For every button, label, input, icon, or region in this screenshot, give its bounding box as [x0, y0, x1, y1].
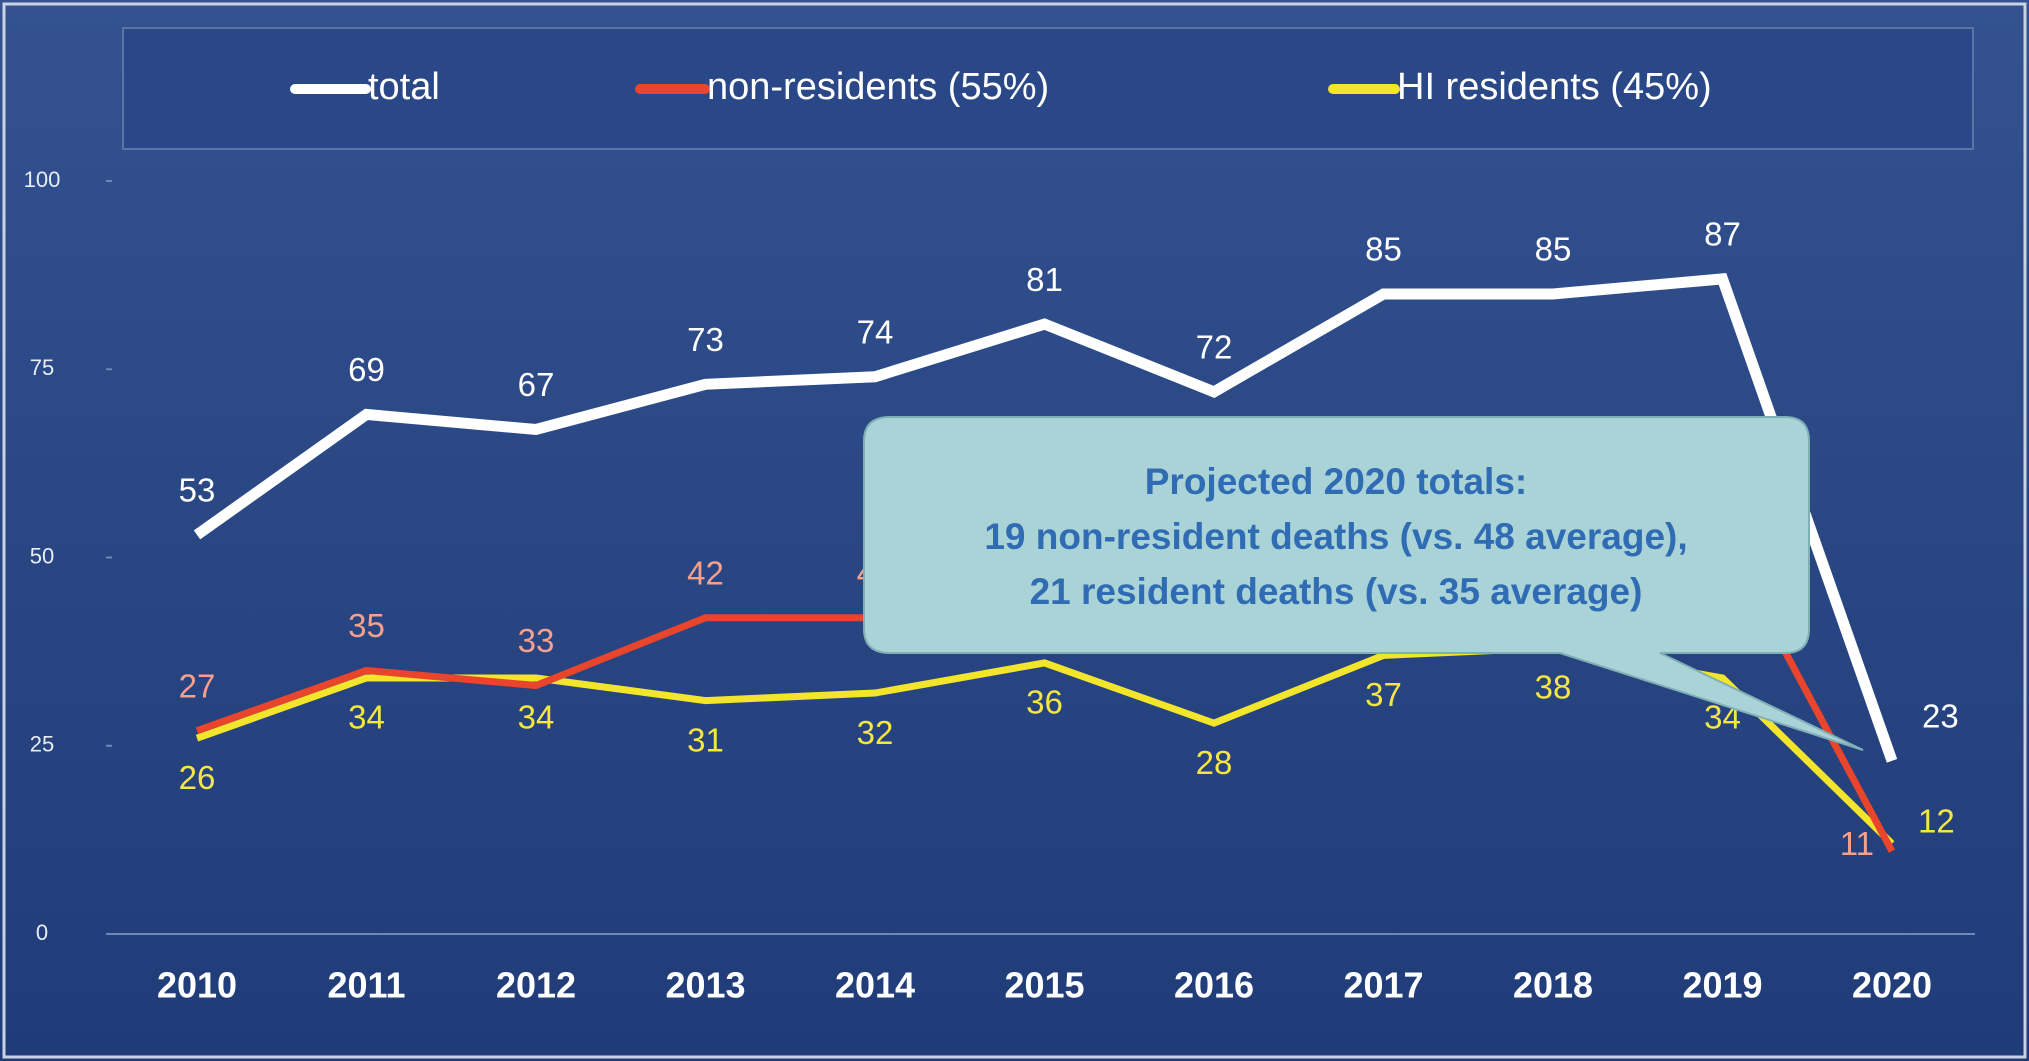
callout-text: Projected 2020 totals:	[1145, 461, 1527, 502]
value-label: 74	[857, 313, 894, 350]
value-label: 69	[348, 351, 385, 388]
value-label: 26	[179, 759, 216, 796]
x-tick-label: 2014	[835, 965, 915, 1006]
x-tick-label: 2013	[665, 965, 745, 1006]
value-label: 87	[1704, 216, 1741, 253]
value-label: 36	[1026, 684, 1063, 721]
legend-label: non-residents (55%)	[707, 66, 1049, 108]
callout-text: 21 resident deaths (vs. 35 average)	[1030, 571, 1643, 612]
x-tick-label: 2011	[327, 965, 405, 1006]
chart: 0 25 50 75 100 2010 2011 2012 2013 2014 2015 2016 20…	[0, 0, 2029, 1061]
value-label: 35	[348, 607, 385, 644]
value-label: 85	[1535, 231, 1572, 268]
value-label: 27	[179, 667, 216, 704]
value-label: 72	[1196, 329, 1233, 366]
value-label: 67	[518, 366, 555, 403]
value-label: 73	[687, 321, 724, 358]
y-tick-label: 50	[30, 543, 54, 568]
value-label: 53	[179, 472, 216, 509]
y-tick-label: 25	[30, 732, 54, 757]
y-tick-label: 0	[36, 920, 48, 945]
value-label: 11	[1840, 825, 1874, 862]
value-label: 33	[518, 622, 555, 659]
value-label: 85	[1365, 231, 1402, 268]
value-label: 12	[1918, 802, 1955, 839]
value-label: 28	[1196, 744, 1233, 781]
value-label: 31	[687, 721, 724, 758]
legend-label: total	[368, 66, 440, 108]
value-label: 37	[1365, 676, 1402, 713]
value-label: 23	[1922, 698, 1959, 735]
y-tick-label: 100	[24, 167, 61, 192]
x-tick-label: 2016	[1174, 965, 1254, 1006]
x-tick-label: 2018	[1513, 965, 1593, 1006]
x-tick-label: 2020	[1852, 965, 1932, 1006]
x-tick-label: 2010	[157, 965, 237, 1006]
value-label: 34	[348, 699, 385, 736]
callout-text: 19 non-resident deaths (vs. 48 average),	[984, 516, 1687, 557]
x-tick-label: 2012	[496, 965, 576, 1006]
x-tick-label: 2015	[1004, 965, 1084, 1006]
value-label: 34	[518, 699, 555, 736]
value-label: 38	[1535, 669, 1572, 706]
y-tick-label: 75	[30, 355, 54, 380]
x-tick-label: 2017	[1343, 965, 1423, 1006]
x-tick-label: 2019	[1682, 965, 1762, 1006]
value-label: 42	[687, 554, 724, 591]
value-label: 81	[1026, 261, 1063, 298]
legend-label: HI residents (45%)	[1397, 66, 1712, 108]
value-label: 32	[857, 714, 894, 751]
